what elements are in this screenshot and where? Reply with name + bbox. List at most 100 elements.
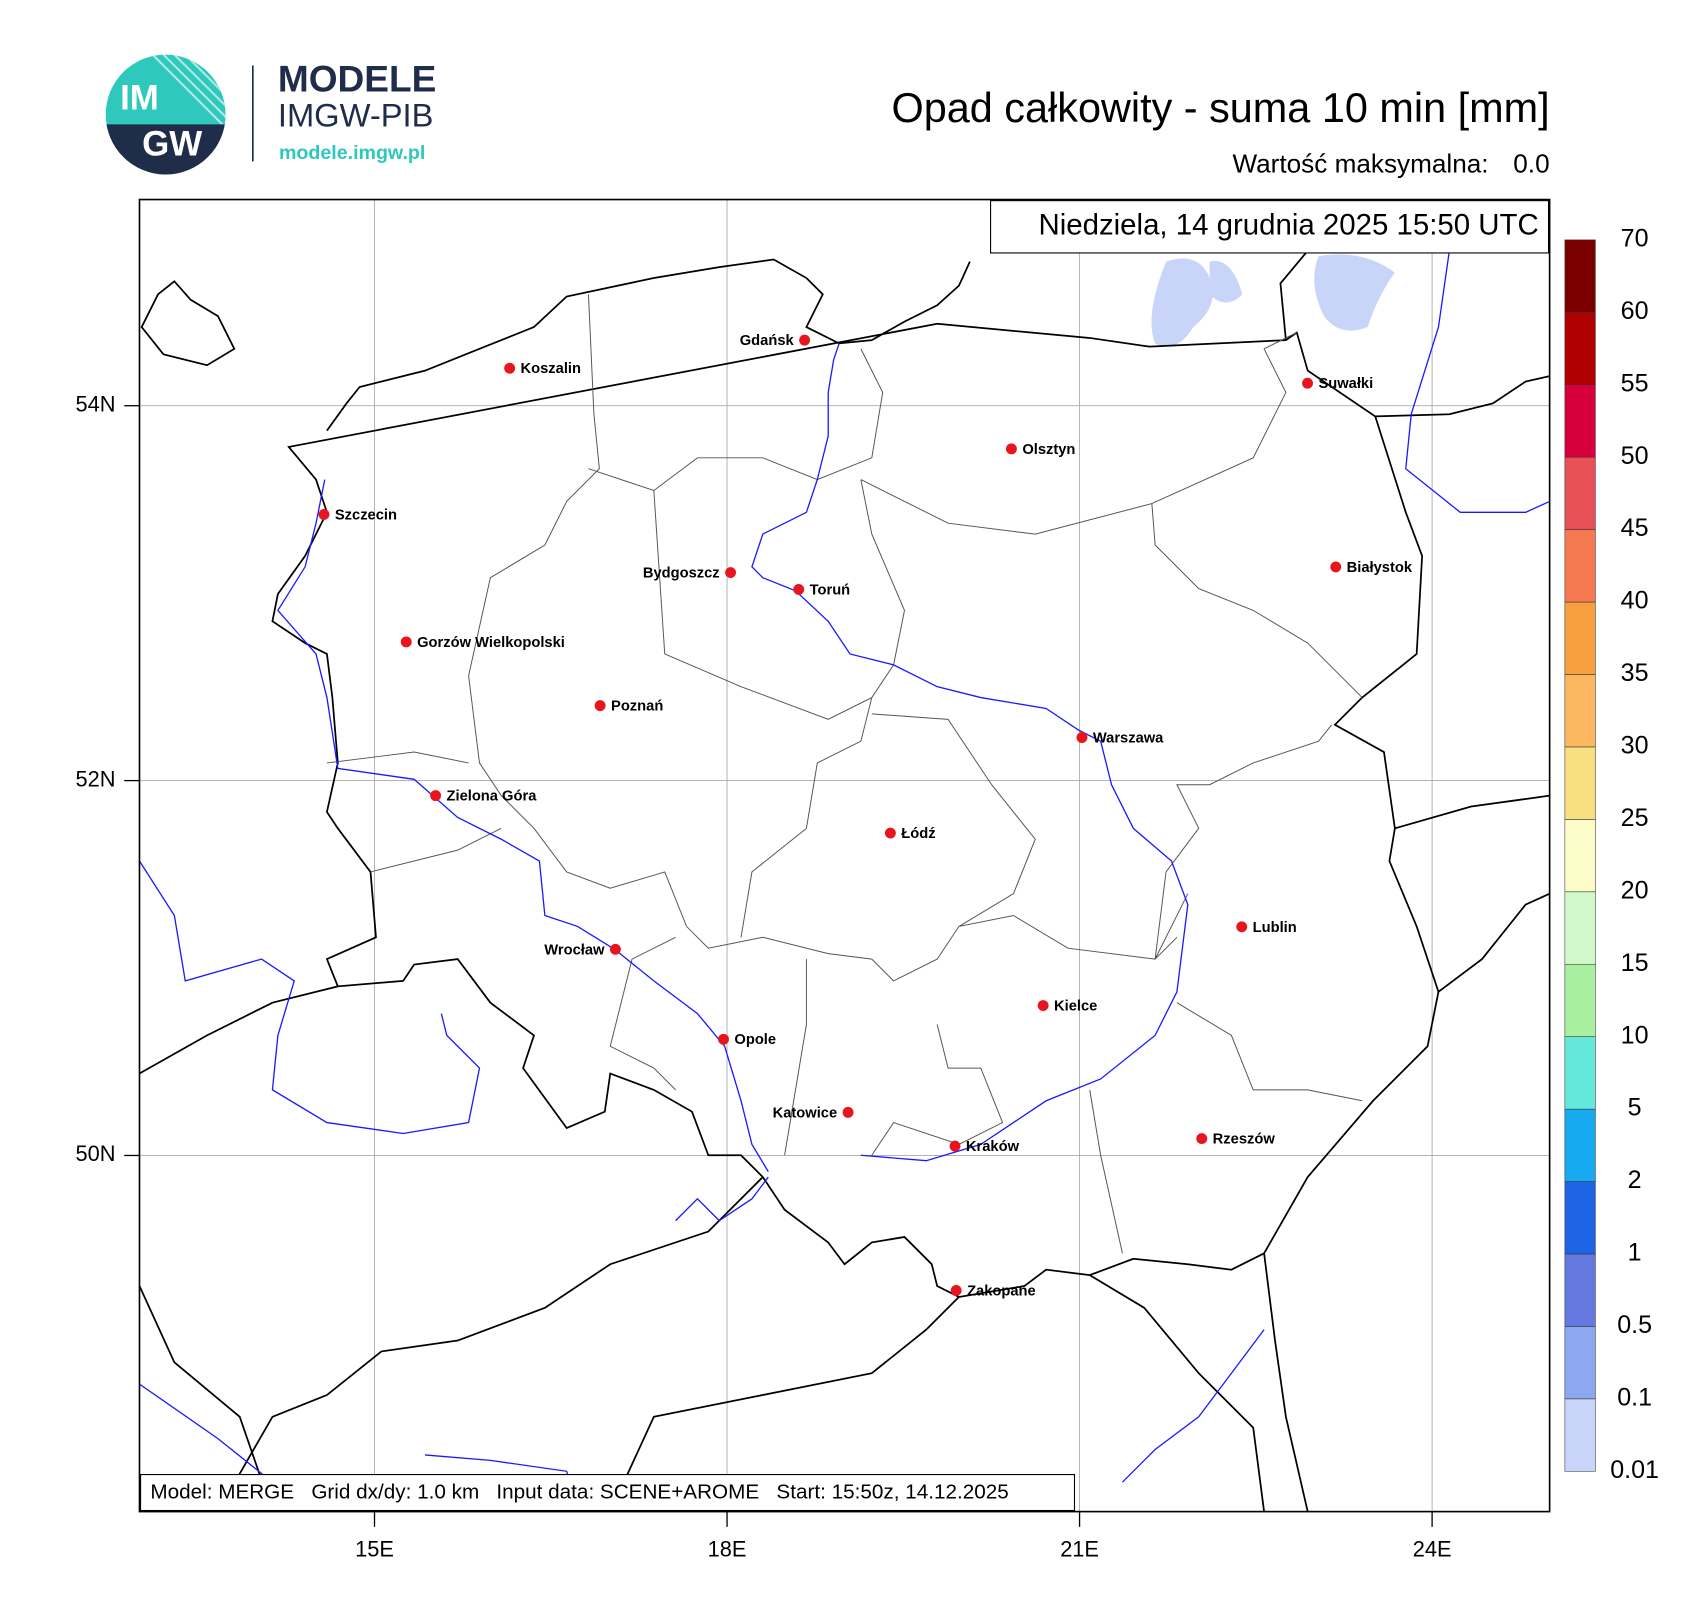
poland-border <box>271 258 1440 1298</box>
title: Opad całkowity - suma 10 min [mm] <box>892 85 1550 131</box>
logo-org: IMGW-PIB <box>278 96 434 133</box>
colorbar-box <box>1564 1398 1596 1472</box>
city-marker <box>430 790 442 802</box>
city-label: Białystok <box>1347 560 1413 576</box>
colorbar-box <box>1564 456 1596 530</box>
city-label: Katowice <box>773 1105 838 1121</box>
colorbar-label: 70 <box>1621 224 1649 252</box>
colorbar-box <box>1564 1036 1596 1110</box>
city-marker <box>609 943 621 955</box>
y-tick-label: 52N <box>76 766 116 791</box>
city-label: Koszalin <box>521 361 581 377</box>
rivers <box>139 250 1550 1512</box>
city-label: Toruń <box>810 582 851 598</box>
logo: IM GW MODELE IMGW-PIB modele.imgw.pl <box>105 54 436 175</box>
city-label: Szczecin <box>335 507 397 523</box>
city-label: Bydgoszcz <box>643 566 720 582</box>
max-value: 0.0 <box>1513 149 1549 179</box>
city-marker <box>400 636 412 648</box>
footer-box: Model: MERGE Grid dx/dy: 1.0 km Input da… <box>140 1474 1076 1512</box>
colorbar-box <box>1564 312 1596 386</box>
colorbar-box <box>1564 963 1596 1037</box>
map-frame <box>138 198 1551 1513</box>
colorbar-box <box>1564 891 1596 965</box>
colorbar-box <box>1564 529 1596 603</box>
colorbar-box <box>1564 1253 1596 1327</box>
city-label: Zielona Góra <box>447 789 538 805</box>
city-label: Rzeszów <box>1213 1132 1276 1148</box>
city-label: Łódź <box>901 826 935 842</box>
colorbar-label: 35 <box>1621 659 1649 687</box>
city-marker <box>1196 1133 1208 1145</box>
colorbar-box <box>1564 819 1596 893</box>
x-tick-label: 24E <box>1413 1537 1452 1562</box>
colorbar-label: 0.5 <box>1617 1311 1652 1339</box>
valid-time-box: Niedziela, 14 grudnia 2025 15:50 UTC <box>990 200 1550 254</box>
footer-frame <box>140 1474 1076 1512</box>
city-marker <box>950 1284 962 1296</box>
colorbar-label: 60 <box>1621 297 1649 325</box>
city-marker <box>1302 377 1313 389</box>
city-label: Kielce <box>1054 999 1097 1015</box>
y-tick-label: 54N <box>76 391 116 416</box>
valid-time: Niedziela, 14 grudnia 2025 15:50 UTC <box>1038 209 1538 242</box>
x-tick-label: 15E <box>355 1537 394 1562</box>
logo-mark-bottom: GW <box>142 124 202 163</box>
shaded-area <box>1151 254 1395 347</box>
y-tick-label: 50N <box>76 1141 116 1166</box>
footer: Model: MERGE Grid dx/dy: 1.0 km Input da… <box>150 1481 1008 1504</box>
city-label: Warszawa <box>1093 730 1164 746</box>
colorbar-box <box>1564 1181 1596 1255</box>
grid <box>139 199 1550 1512</box>
logo-name: MODELE <box>278 58 436 100</box>
colorbar-label: 5 <box>1628 1094 1642 1122</box>
cities: Gdańsk Koszalin Suwałki Olsztyn Szczecin Bydg… <box>318 333 1413 1299</box>
city-marker <box>884 827 896 839</box>
city-label: Lublin <box>1253 920 1297 936</box>
colorbar-label: 25 <box>1621 804 1649 832</box>
valid-time-frame <box>990 200 1550 254</box>
colorbar-label: 15 <box>1621 949 1649 977</box>
colorbar-label: 20 <box>1621 876 1649 904</box>
city-label: Kraków <box>966 1139 1020 1155</box>
colorbar-label: 1 <box>1628 1239 1642 1267</box>
city-label: Opole <box>734 1032 776 1048</box>
city-label: Gorzów Wielkopolski <box>417 635 565 651</box>
city-marker <box>1076 732 1088 743</box>
province-borders <box>326 294 1363 1254</box>
logo-mark-top: IM <box>120 79 159 118</box>
colorbar-label: 0.01 <box>1610 1456 1659 1484</box>
colorbar-label: 40 <box>1621 587 1649 615</box>
logo-stripes <box>151 54 226 127</box>
x-tick-label: 21E <box>1060 1537 1099 1562</box>
colorbar-box <box>1564 384 1596 458</box>
city-marker <box>842 1106 854 1118</box>
colorbar-label: 30 <box>1621 732 1649 760</box>
neighbour-borders <box>139 250 1550 1512</box>
city-label: Suwałki <box>1318 376 1373 392</box>
colorbar-box <box>1564 746 1596 820</box>
city-label: Olsztyn <box>1022 442 1075 458</box>
colorbar-label: 0.1 <box>1617 1383 1652 1411</box>
logo-mark <box>105 54 226 175</box>
colorbar-box <box>1564 1108 1596 1182</box>
logo-url: modele.imgw.pl <box>279 142 425 164</box>
colorbar-label: 10 <box>1621 1021 1649 1049</box>
city-marker <box>949 1140 961 1152</box>
city-label: Zakopane <box>967 1283 1036 1299</box>
colorbar-box <box>1564 1326 1596 1400</box>
city-marker <box>1037 1000 1049 1011</box>
x-tick-label: 18E <box>708 1537 747 1562</box>
city-marker <box>1236 921 1248 933</box>
map-body: Gdańsk Koszalin Suwałki Olsztyn Szczecin Bydg… <box>139 199 1550 1512</box>
colorbar-label: 45 <box>1621 514 1649 542</box>
city-marker <box>594 700 606 712</box>
city-marker <box>725 567 737 578</box>
colorbar-label: 50 <box>1621 442 1649 470</box>
city-label: Wrocław <box>544 942 605 958</box>
city-marker <box>718 1033 729 1045</box>
max-value-label: Wartość maksymalna: <box>1232 149 1488 179</box>
city-marker <box>318 508 330 520</box>
